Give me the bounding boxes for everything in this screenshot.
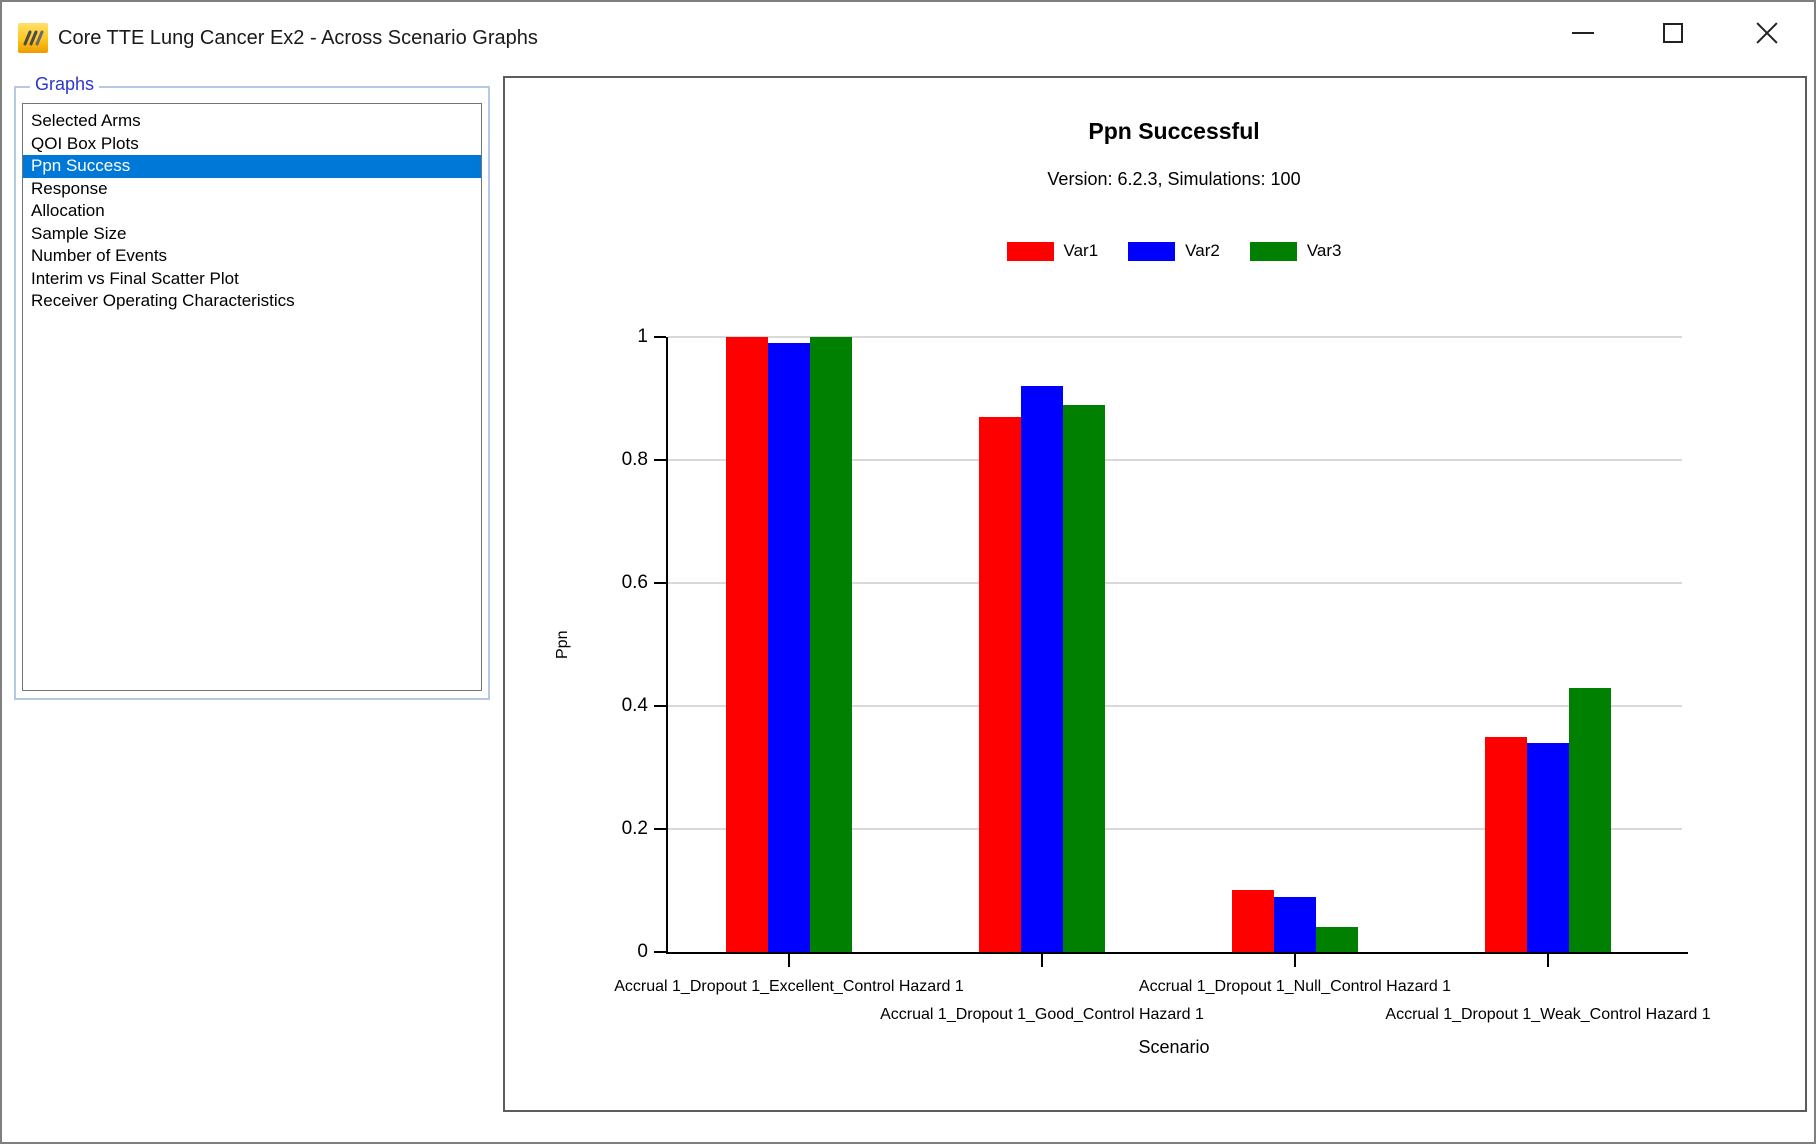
x-tick — [1294, 954, 1296, 967]
close-icon — [1754, 20, 1780, 46]
chart-title: Ppn Successful — [1088, 118, 1260, 144]
x-tick — [1041, 954, 1043, 967]
y-tick-label: 0.6 — [621, 572, 648, 593]
sidebar-item-qoi-box-plots[interactable]: QOI Box Plots — [31, 133, 139, 153]
sidebar-item-allocation[interactable]: Allocation — [31, 201, 105, 220]
app-icon — [18, 23, 48, 53]
legend-swatch-var3 — [1249, 241, 1297, 261]
sidebar-item-interim-vs-final-scatter-plot[interactable]: Interim vs Final Scatter Plot — [31, 268, 239, 288]
close-button[interactable] — [1743, 12, 1791, 54]
legend-item-var2: Var2 — [1128, 241, 1220, 261]
y-tick-label: 0.4 — [621, 695, 648, 716]
chart-panel: Ppn Successful Version: 6.2.3, Simulatio… — [503, 76, 1807, 1112]
legend-item-var1: Var1 — [1006, 241, 1099, 261]
chart-subtitle: Version: 6.2.3, Simulations: 100 — [1047, 169, 1301, 189]
bar-var1-group3 — [1232, 890, 1274, 952]
gridline-1 — [668, 336, 1682, 338]
x-tick — [1547, 954, 1549, 967]
gridline-0.8 — [668, 459, 1682, 461]
bar-var3-group1 — [810, 337, 852, 952]
bar-var2-group4 — [1527, 743, 1569, 952]
y-tick — [654, 582, 666, 584]
y-tick — [654, 828, 666, 830]
bar-var3-group2 — [1063, 405, 1105, 952]
sidebar-item-receiver-operating-characteristics[interactable]: Receiver Operating Characteristics — [31, 291, 295, 310]
sidebar-item-number-of-events[interactable]: Number of Events — [31, 246, 168, 265]
bar-var2-group3 — [1274, 897, 1316, 952]
sidebar-item-sample-size[interactable]: Sample Size — [31, 223, 127, 243]
bar-var3-group3 — [1316, 927, 1358, 952]
gridline-0.2 — [668, 828, 1682, 830]
chart-header: Ppn Successful Version: 6.2.3, Simulatio… — [666, 78, 1682, 190]
bar-var2-group1 — [768, 343, 810, 952]
gridline-0.4 — [668, 705, 1682, 707]
graphs-groupbox: Graphs Selected Arms QOI Box Plots Ppn Suc… — [14, 74, 490, 700]
plot-area: Ppn Scenario 0 0.2 0.4 0.6 0.8 1 Accrual 1_Dro… — [554, 326, 1711, 1057]
x-tick — [788, 954, 790, 967]
y-tick — [654, 705, 666, 707]
y-tick-label: 1 — [637, 326, 648, 347]
maximize-button[interactable] — [1649, 12, 1697, 54]
legend-label: Var3 — [1306, 241, 1342, 260]
legend-label: Var1 — [1063, 241, 1099, 260]
legend-swatch-var1 — [1006, 241, 1054, 261]
minimize-icon — [1572, 32, 1594, 34]
bar-var1-group2 — [979, 417, 1021, 952]
y-tick — [654, 951, 666, 953]
bar-var3-group4 — [1569, 688, 1611, 952]
y-tick-label: 0.2 — [621, 818, 648, 839]
bar-var1-group1 — [726, 337, 768, 952]
gridline-0.6 — [668, 582, 1682, 584]
y-axis-title: Ppn — [554, 630, 571, 659]
x-category-label: Accrual 1_Dropout 1_Excellent_Control Ha… — [614, 978, 964, 995]
title-bar: Core TTE Lung Cancer Ex2 - Across Scenar… — [2, 2, 1814, 68]
y-tick — [654, 459, 666, 461]
y-tick-label: 0 — [637, 941, 648, 962]
y-axis-line — [666, 337, 668, 954]
y-tick — [654, 336, 666, 338]
graph-list[interactable]: Selected Arms QOI Box Plots Ppn Success Res… — [22, 103, 482, 691]
x-category-label: Accrual 1_Dropout 1_Good_Control Hazard … — [880, 1006, 1204, 1023]
maximize-icon — [1663, 23, 1683, 43]
sidebar-item-response[interactable]: Response — [31, 178, 108, 198]
x-axis-line — [666, 952, 1688, 954]
minimize-button[interactable] — [1559, 12, 1607, 54]
x-category-label: Accrual 1_Dropout 1_Weak_Control Hazard … — [1385, 1006, 1711, 1023]
legend-item-var3: Var3 — [1249, 241, 1342, 261]
chart-legend: Var1 Var2 Var3 — [666, 241, 1682, 261]
legend-label: Var2 — [1185, 241, 1220, 260]
x-axis-title: Scenario — [1138, 1037, 1210, 1057]
sidebar-item-selected-arms[interactable]: Selected Arms — [31, 111, 141, 130]
legend-swatch-var2 — [1128, 241, 1176, 261]
bar-var1-group4 — [1485, 737, 1527, 952]
graphs-group-label: Graphs — [30, 74, 100, 95]
sidebar-item-ppn-success[interactable]: Ppn Success — [23, 155, 481, 178]
y-tick-label: 0.8 — [621, 449, 648, 470]
x-category-label: Accrual 1_Dropout 1_Null_Control Hazard … — [1138, 978, 1452, 995]
bar-var2-group2 — [1021, 386, 1063, 952]
window-title: Core TTE Lung Cancer Ex2 - Across Scenar… — [58, 27, 538, 49]
